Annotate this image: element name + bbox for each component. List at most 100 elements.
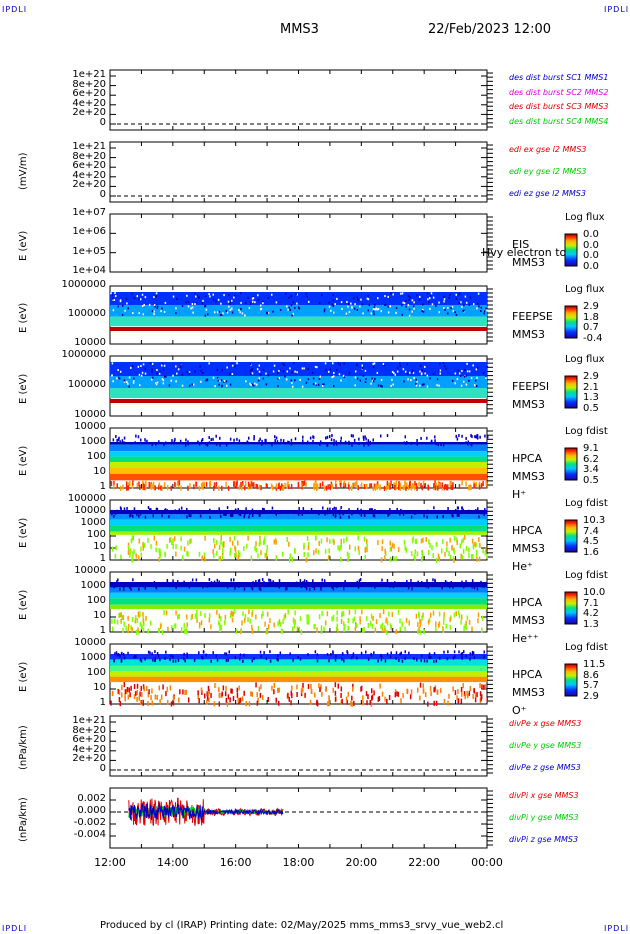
spectrogram-pixel [231,540,234,546]
spectrogram-pixel [299,616,302,622]
spectrogram-pixel [215,300,217,303]
spectrogram-pixel [233,296,235,299]
spectrogram-pixel [456,513,459,517]
spectrogram-pixel [313,483,315,489]
spectrogram-pixel [183,511,186,515]
spectrogram-pixel [136,618,139,624]
y-tick-label: 1000 [80,652,106,663]
spectrogram-pixel [219,556,222,562]
spectrogram-pixel [346,651,349,655]
spectrogram-pixel [116,377,118,380]
spectrogram-pixel [392,383,394,386]
spectrogram-pixel [381,546,383,552]
spectrogram-pixel [442,539,444,545]
spectrogram-pixel [351,512,353,516]
spectrogram-pixel [266,545,269,551]
spectrogram-pixel [309,436,312,440]
spectrogram-pixel [243,587,246,591]
spectrogram-pixel [336,585,338,589]
spectrogram-pixel [389,305,391,308]
spectrogram-pixel [400,698,402,704]
spectrogram-pixel [384,555,386,561]
spectrogram-pixel [274,435,276,439]
spectrogram-pixel [238,698,241,704]
spectrogram-pixel [410,689,413,695]
spectrogram-pixel [411,371,413,374]
spectrogram-pixel [212,376,215,379]
spectrogram-pixel [166,509,168,513]
spectrogram-pixel [406,688,408,694]
spectrogram-pixel [236,692,239,698]
spectrogram-pixel [339,483,342,489]
spectrogram-pixel [465,441,467,445]
spectrogram-pixel [260,613,263,619]
spectrogram-pixel [439,584,442,588]
spectrogram-pixel [307,653,309,657]
spectrogram-pixel [213,583,216,587]
spectrogram-pixel [195,510,197,514]
corner-label-bl: IPDLI [2,924,28,933]
spectrogram-pixel [460,698,463,704]
spectrogram-pixel [453,549,455,555]
spectrogram-pixel [354,370,357,373]
spectrogram-pixel [450,307,452,310]
spectrogram-pixel [389,292,392,295]
spectrogram-pixel [463,534,466,540]
x-tick-label: 22:00 [408,856,440,869]
spectrogram-pixel [172,695,175,701]
spectrogram-pixel [137,611,140,617]
spectrogram-pixel [395,311,397,314]
spectrogram-pixel [458,514,460,518]
spectrogram-pixel [399,626,402,632]
spectrogram-pixel [229,302,231,305]
spectrogram-pixel [391,612,394,618]
legend-entry: edi ez gse l2 MMS3 [509,189,586,198]
spectrogram-pixel [319,375,322,378]
spectrogram-pixel [354,546,357,552]
spectrogram-pixel [343,362,346,365]
colorbar-title: Log flux [565,284,605,295]
panel-p2 [109,141,493,203]
spectrogram-pixel [408,620,410,626]
spectrogram-pixel [212,553,215,559]
spectrogram-pixel [398,362,401,365]
spectrogram-pixel [449,293,451,296]
spectrogram-pixel [201,555,203,561]
spectrogram-pixel [407,304,410,307]
spectrogram-pixel [212,298,215,301]
spectrogram-pixel [461,434,463,438]
spectrogram-pixel [223,379,226,382]
spectrogram-pixel [159,554,161,560]
panel-p7 [109,499,578,563]
spectrogram-pixel [301,367,304,370]
spectrogram-pixel [225,652,228,656]
spectrogram-pixel [136,482,139,488]
spectrogram-pixel [374,627,377,633]
spectrogram-pixel [483,655,485,659]
spectrogram-pixel [294,437,297,441]
spectrogram-pixel [306,614,308,620]
spectrogram-pixel [199,365,201,368]
spectrogram-pixel [178,697,180,703]
spectrogram-pixel [174,481,176,487]
spectrogram-pixel [367,309,370,312]
spectrogram-pixel [458,483,461,489]
spectrogram-pixel [172,659,175,663]
colorbar-value: 1.8 [583,311,599,323]
spectrogram-pixel [287,308,289,311]
spectrogram-pixel [467,442,469,446]
spectrogram-pixel [445,485,448,491]
spectrogram-pixel [273,364,276,367]
spectrogram-pixel [461,506,463,510]
spectrogram-pixel [221,369,223,372]
spectrogram-pixel [377,483,379,489]
spectrogram-pixel [250,384,252,387]
spectrogram-pixel [185,583,187,587]
spectrogram-pixel [301,512,303,516]
spectrogram-pixel [147,650,150,654]
spectrogram-pixel [447,650,449,654]
spectrogram-pixel [226,506,229,510]
spectrogram-pixel [435,700,438,706]
spectrogram-pixel [385,629,388,635]
spectrogram-pixel [123,436,126,440]
